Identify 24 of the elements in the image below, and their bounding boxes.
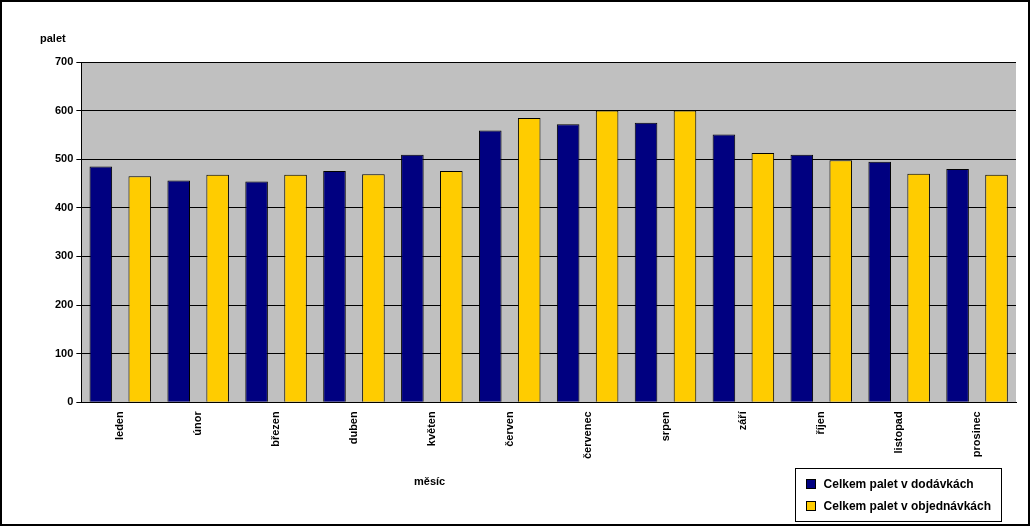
x-tick-label: prosinec	[970, 411, 983, 458]
x-tick-label: duben	[346, 411, 359, 445]
x-tick-label: září	[736, 410, 749, 431]
x-tick-label: červenec	[580, 411, 593, 460]
x-axis-title: měsíc	[414, 475, 446, 487]
x-tick-label: březen	[269, 411, 282, 447]
x-tick-label: listopad	[892, 411, 905, 454]
y-tick-label: 600	[54, 103, 74, 116]
y-axis-title: palet	[40, 32, 66, 44]
y-tick-label: 100	[54, 346, 74, 359]
legend-label: Celkem palet v dodávkách	[823, 477, 974, 491]
legend-label: Celkem palet v objednávkách	[823, 499, 991, 513]
y-tick-label: 700	[54, 55, 74, 68]
y-tick-label: 200	[54, 298, 74, 311]
x-tick-label: říjen	[814, 411, 827, 435]
y-tick-label: 500	[54, 152, 74, 165]
y-tick-label: 300	[54, 249, 74, 262]
x-tick-label: leden	[113, 411, 126, 441]
x-tick-label: únor	[191, 410, 204, 436]
y-tick-label: 0	[67, 395, 74, 408]
x-tick-label: srpen	[658, 411, 671, 442]
x-tick-label: květen	[424, 411, 437, 447]
x-tick-label: červen	[502, 411, 515, 447]
y-tick-label: 400	[54, 200, 74, 213]
